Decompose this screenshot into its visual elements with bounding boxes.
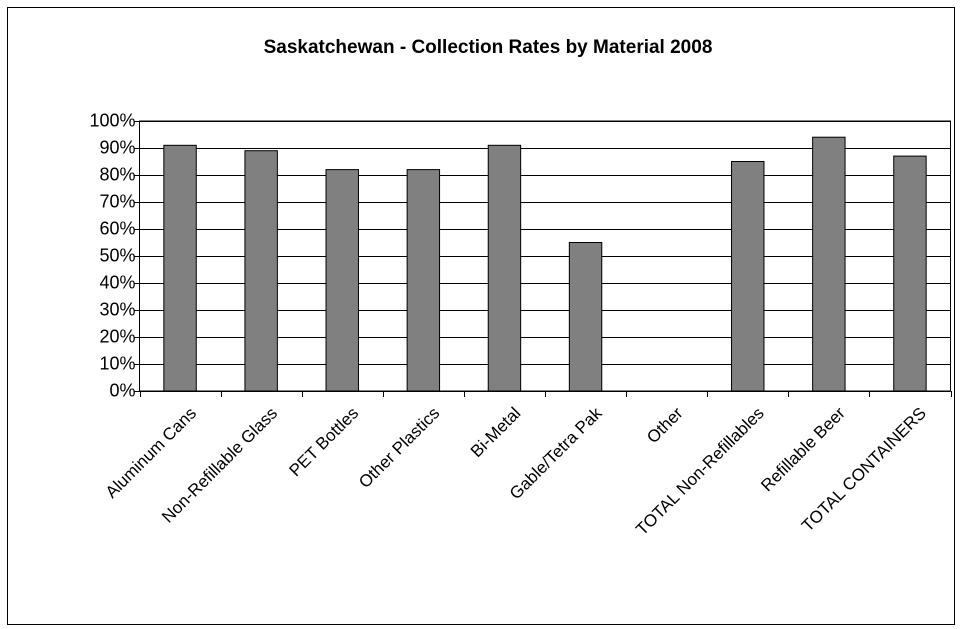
y-tick-label: 0% — [109, 380, 135, 400]
bar — [406, 169, 441, 392]
bar — [244, 150, 278, 392]
bar — [487, 144, 522, 392]
y-tick-label: 50% — [99, 245, 135, 265]
y-tick-label: 40% — [99, 272, 135, 292]
chart-title: Saskatchewan - Collection Rates by Mater… — [264, 37, 713, 58]
y-tick-label: 70% — [99, 191, 135, 211]
y-tick-label: 80% — [99, 164, 135, 184]
bar — [893, 155, 927, 392]
bar — [568, 242, 603, 392]
y-tick-label: 100% — [89, 110, 135, 130]
bar — [731, 161, 765, 392]
y-tick-label: 60% — [99, 218, 135, 238]
y-tick-label: 10% — [99, 353, 135, 373]
y-tick-label: 30% — [99, 299, 135, 319]
y-tick-label: 90% — [99, 137, 135, 157]
bar — [812, 136, 846, 392]
y-tick-label: 20% — [99, 326, 135, 346]
bar — [163, 144, 197, 392]
bar — [325, 169, 359, 392]
